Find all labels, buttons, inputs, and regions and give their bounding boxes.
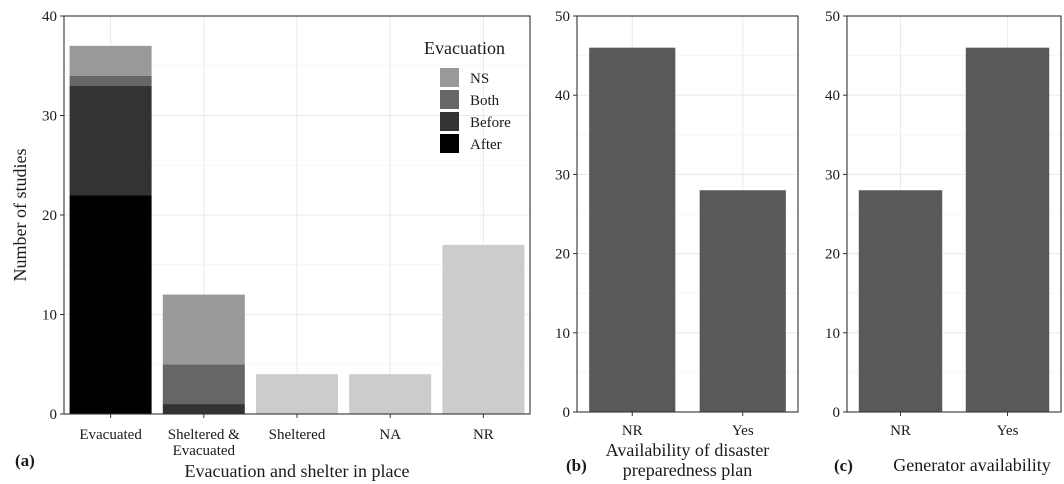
plot-border: [576, 15, 799, 413]
bar: [858, 190, 943, 412]
bar-segment: [255, 374, 339, 414]
panel-b-preparedness-plan-chart: 0 10 20 30 40 50 NR Yes (b) Availability of disas…: [555, 9, 799, 480]
x-tick-label: NR: [890, 423, 911, 439]
legend-label: NS: [470, 71, 489, 87]
bar-segment: [162, 404, 245, 414]
legend-title: Evacuation: [424, 38, 505, 58]
x-axis-title: preparedness plan: [623, 460, 752, 480]
x-tick-label: Sheltered: [269, 427, 326, 443]
y-tick-label: 50: [555, 9, 570, 25]
bar-segment: [442, 244, 525, 414]
y-tick-label: 30: [555, 167, 570, 183]
y-tick-label: 10: [555, 326, 570, 342]
legend-key: [440, 134, 459, 153]
bar-segment: [69, 195, 152, 414]
bar-segment: [69, 75, 152, 86]
y-tick-label: 0: [563, 405, 571, 421]
y-axis-title: Number of studies: [10, 149, 30, 282]
bar-segment: [69, 85, 152, 196]
panel-label: (c): [834, 456, 853, 475]
y-tick-label: 50: [825, 9, 840, 25]
legend-label: Both: [470, 93, 500, 109]
x-tick-label: Sheltered &: [168, 427, 240, 443]
bar-segment: [349, 374, 432, 414]
panel-c-generator-chart: 0 10 20 30 40 50 NR Yes (c) Generator availabilit…: [825, 9, 1062, 475]
y-tick-label: 10: [42, 308, 57, 324]
y-tick-label: 30: [825, 167, 840, 183]
y-tick-label: 20: [42, 208, 57, 224]
legend-key: [440, 112, 459, 131]
y-tick-label: 10: [825, 326, 840, 342]
bar: [699, 190, 786, 412]
y-tick-label: 40: [825, 88, 840, 104]
y-tick-label: 20: [825, 247, 840, 263]
x-axis-title: Availability of disaster: [606, 440, 770, 460]
legend-label: Before: [470, 115, 511, 131]
legend-key: [440, 90, 459, 109]
y-tick-label: 0: [833, 405, 841, 421]
x-tick-label: NR: [622, 423, 643, 439]
bar: [965, 47, 1050, 413]
panel-label: (b): [566, 456, 587, 475]
bar: [589, 47, 676, 413]
x-tick-label: Yes: [997, 423, 1019, 439]
x-axis-title: Evacuation and shelter in place: [185, 461, 410, 481]
x-tick-label: Evacuated: [173, 443, 236, 459]
y-tick-label: 20: [555, 247, 570, 263]
y-tick-label: 40: [42, 9, 57, 25]
x-tick-label: Yes: [732, 423, 754, 439]
x-axis-title: Generator availability: [893, 455, 1050, 475]
bar-segment: [69, 45, 152, 76]
y-tick-label: 30: [42, 109, 57, 125]
y-tick-label: 40: [555, 88, 570, 104]
y-tick-label: 0: [50, 407, 58, 423]
x-tick-label: Evacuated: [79, 427, 142, 443]
x-tick-label: NR: [473, 427, 494, 443]
legend-key: [440, 68, 459, 87]
x-tick-label: NA: [379, 427, 401, 443]
panel-label: (a): [15, 451, 35, 470]
bar-segment: [162, 364, 245, 405]
legend-label: After: [470, 137, 502, 153]
plot-border: [846, 15, 1062, 413]
bar-segment: [162, 294, 245, 365]
